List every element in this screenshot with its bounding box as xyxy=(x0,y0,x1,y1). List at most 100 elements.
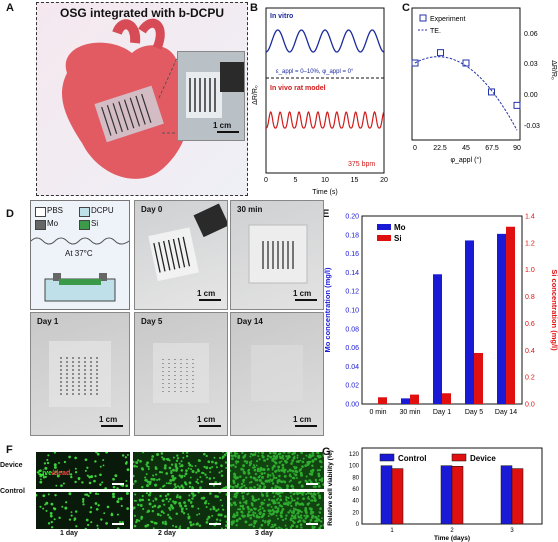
f-microscopy-image xyxy=(36,452,130,489)
f-microscopy-image xyxy=(230,452,324,489)
g-ytick: 40 xyxy=(352,499,359,505)
panel-label-f: F xyxy=(6,444,13,456)
c-point xyxy=(513,101,521,109)
g-xtick: 1 xyxy=(390,528,394,534)
b-bottom-label: In vivo rat model xyxy=(270,85,326,92)
panel-label-d: D xyxy=(6,208,14,220)
panel-label-b: B xyxy=(250,2,258,14)
c-xtick: 0 xyxy=(413,145,417,152)
d-legend-pbs: PBS xyxy=(47,206,64,215)
d-temperature: At 37°C xyxy=(65,249,93,258)
f-dead-label: /dead xyxy=(52,470,71,477)
d-photo-label: Day 5 xyxy=(141,317,163,326)
f-image-grid xyxy=(36,452,324,529)
e-ylabel-left: Mo concentration (mg/l) xyxy=(323,267,332,353)
heart-illustration xyxy=(62,18,190,179)
f-col-2: 2 day xyxy=(158,530,176,537)
g-xtick: 3 xyxy=(510,528,514,534)
c-ytick: -0.03 xyxy=(524,123,540,130)
c-legend-fit: TE. xyxy=(430,28,441,35)
f-microscopy-image xyxy=(230,492,324,529)
e-bar-mo xyxy=(401,398,410,404)
b-ylabel: ΔR/R₀ xyxy=(252,85,259,105)
c-ylabel: ΔR/R₀ xyxy=(550,60,557,80)
f-row-device: Device xyxy=(0,462,23,469)
e-ytick-right: 0.6 xyxy=(525,321,535,328)
e-ytick-right: 0.4 xyxy=(525,348,535,355)
e-ytick-left: 0.04 xyxy=(345,364,359,371)
d-photo-label: Day 0 xyxy=(141,205,163,214)
c-legend-exp: Experiment xyxy=(430,16,465,23)
e-ytick-right: 0.8 xyxy=(525,294,535,301)
b-xlabel: Time (s) xyxy=(312,189,337,196)
b-xtick: 5 xyxy=(294,177,298,184)
d-legend-si: Si xyxy=(91,219,99,228)
c-legend-marker xyxy=(419,14,427,22)
e-xtick: Day 1 xyxy=(433,409,451,416)
b-xtick: 0 xyxy=(264,177,268,184)
d-scale: 1 cm xyxy=(293,289,312,298)
g-legend-device: Device xyxy=(470,454,496,463)
e-bar-si xyxy=(474,352,483,404)
c-xlabel: φ_appl (°) xyxy=(450,156,481,164)
d-legend-dcpu: DCPU xyxy=(91,206,114,215)
panel-label-e: E xyxy=(322,208,330,220)
e-ytick-right: 0.0 xyxy=(525,402,535,409)
panel-label-a: A xyxy=(6,2,14,14)
f-live-label: Live xyxy=(38,470,53,477)
e-legend-si: Si xyxy=(394,234,402,243)
e-ytick-left: 0.06 xyxy=(345,345,359,352)
d-photo-label: Day 1 xyxy=(37,317,59,326)
e-ytick-right: 1.4 xyxy=(525,214,535,221)
panel-d-schematic: PBS DCPU Mo Si At 37°C xyxy=(30,200,130,310)
e-ytick-left: 0.14 xyxy=(345,270,359,277)
e-ytick-left: 0.20 xyxy=(345,214,359,221)
g-bar-device xyxy=(451,466,464,525)
b-invivo-line xyxy=(265,110,385,129)
c-xtick: 45 xyxy=(462,145,470,152)
e-xtick: 30 min xyxy=(399,409,420,416)
f-col-3: 3 day xyxy=(255,530,273,537)
panel-e-chart: 0.00 0.02 0.04 0.06 0.08 0.10 0.12 0.14 0.16 0.18… xyxy=(323,214,558,417)
e-bar-mo xyxy=(433,274,442,404)
g-legend-control: Control xyxy=(398,454,426,463)
e-ytick-left: 0.10 xyxy=(345,308,359,315)
c-point xyxy=(462,59,470,67)
c-xtick: 67.5 xyxy=(485,145,499,152)
c-point xyxy=(411,59,419,67)
g-ylabel: Relative cell viability (%) xyxy=(327,450,334,526)
scale-label-a: 1 cm xyxy=(213,121,232,130)
f-microscopy-image xyxy=(133,492,227,529)
d-scale: 1 cm xyxy=(197,415,216,424)
g-ytick: 20 xyxy=(352,510,359,516)
d-scale: 1 cm xyxy=(197,289,216,298)
panel-c-chart: Experiment TE. 0.06 0.03 0.00 -0.03 ΔR/R… xyxy=(411,7,557,164)
c-xtick: 90 xyxy=(513,145,521,152)
e-ytick-left: 0.16 xyxy=(345,251,359,258)
e-ytick-right: 0.2 xyxy=(525,375,535,382)
c-point xyxy=(437,49,444,57)
g-ytick: 80 xyxy=(352,475,359,481)
b-bottom-note: 375 bpm xyxy=(348,161,375,168)
e-ytick-left: 0.08 xyxy=(345,326,359,333)
f-row-control: Control xyxy=(0,488,25,495)
f-microscopy-image xyxy=(36,492,130,529)
e-ytick-left: 0.12 xyxy=(345,289,359,296)
e-ytick-left: 0.18 xyxy=(345,232,359,239)
panel-label-g: G xyxy=(322,446,331,458)
c-ytick: 0.06 xyxy=(524,31,538,38)
b-xtick: 15 xyxy=(351,177,359,184)
f-stain-label: Live/dead xyxy=(38,470,70,477)
d-legend-mo: Mo xyxy=(47,219,59,228)
g-bar-control xyxy=(500,465,513,525)
b-top-label: In vitro xyxy=(270,13,293,20)
panel-a-title: OSG integrated with b-DCPU xyxy=(59,6,224,20)
d-photo-day1: Day 1 1 cm xyxy=(30,312,130,436)
e-legend-mo: Mo xyxy=(394,223,406,232)
c-ytick: 0.00 xyxy=(524,92,538,99)
f-microscopy-image xyxy=(133,452,227,489)
scale-bar-a xyxy=(217,131,239,133)
g-xlabel: Time (days) xyxy=(434,535,470,542)
d-photo-day0: Day 0 1 cm xyxy=(134,200,228,310)
e-xtick: Day 14 xyxy=(495,409,517,416)
